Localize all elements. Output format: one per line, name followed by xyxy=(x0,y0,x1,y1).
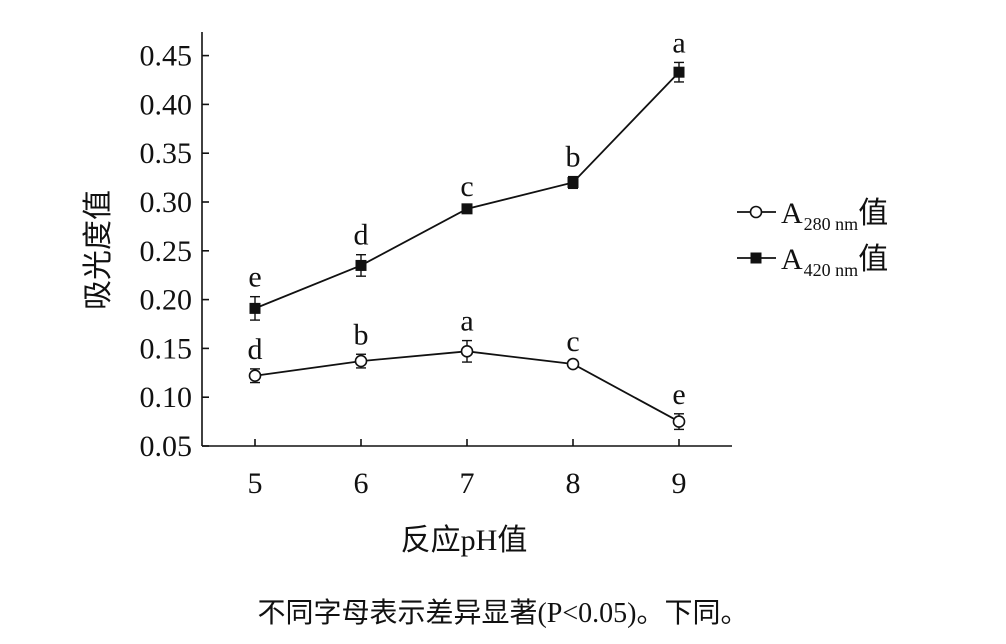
y-tick-label-7: 0.40 xyxy=(140,88,193,121)
legend-item-a420: A420 nm值 xyxy=(737,243,888,280)
series-a420: e d c b a xyxy=(248,26,686,321)
legend-marker-a420 xyxy=(750,252,762,264)
point-a280-1 xyxy=(354,354,368,368)
sig-label-a280-2: a xyxy=(460,305,473,338)
axes: 0.05 0.10 0.15 0.20 0.25 0.30 0.35 0.40 0.45 5 6 7 8… xyxy=(140,32,732,500)
y-tick-label-0: 0.05 xyxy=(140,430,193,463)
point-a420-3 xyxy=(567,176,579,188)
y-tick-label-4: 0.25 xyxy=(140,235,193,268)
x-tick-label-0: 5 xyxy=(248,467,263,500)
point-a420-1 xyxy=(355,259,367,271)
legend-item-a280: A280 nm值 xyxy=(737,197,888,234)
series-layer: d b a c e e d c b a xyxy=(248,26,686,431)
y-tick-label-8: 0.45 xyxy=(140,40,193,73)
point-a280-4 xyxy=(672,415,686,428)
y-tick-label-3: 0.20 xyxy=(140,284,193,317)
y-axis-label: 吸光度值 xyxy=(82,190,115,310)
legend-label-a280: A280 nm值 xyxy=(781,197,888,234)
series-a280: d b a c e xyxy=(248,305,686,431)
sig-label-a280-3: c xyxy=(566,325,579,358)
x-axis-label: 反应pH值 xyxy=(401,524,528,557)
x-tick-label-3: 8 xyxy=(566,467,581,500)
point-a420-0 xyxy=(249,302,261,314)
sig-label-a280-4: e xyxy=(672,378,685,411)
sig-label-a420-1: d xyxy=(354,219,369,252)
legend-marker-a280 xyxy=(749,205,763,219)
y-tick-label-2: 0.15 xyxy=(140,332,193,365)
sig-label-a280-0: d xyxy=(248,333,263,366)
legend-label-a420: A420 nm值 xyxy=(781,243,888,280)
x-tick-label-1: 6 xyxy=(354,467,369,500)
sig-label-a280-1: b xyxy=(354,318,369,351)
y-tick-label-1: 0.10 xyxy=(140,381,193,414)
point-a420-2 xyxy=(461,203,473,215)
figure-caption: 不同字母表示差异显著(P<0.05)。下同。 xyxy=(257,597,748,629)
sig-label-a420-0: e xyxy=(248,261,261,294)
sig-label-a420-3: b xyxy=(566,141,581,174)
y-tick-label-5: 0.30 xyxy=(140,186,193,219)
sig-label-a420-4: a xyxy=(672,26,685,59)
point-a280-0 xyxy=(248,369,262,383)
point-a280-2 xyxy=(460,345,474,358)
x-tick-label-4: 9 xyxy=(672,467,687,500)
y-tick-label-6: 0.35 xyxy=(140,137,193,170)
x-tick-label-2: 7 xyxy=(460,467,475,500)
point-a420-4 xyxy=(673,66,685,78)
legend: A280 nm值 A420 nm值 xyxy=(737,197,888,280)
sig-label-a420-2: c xyxy=(460,170,473,203)
point-a280-3 xyxy=(566,357,580,371)
